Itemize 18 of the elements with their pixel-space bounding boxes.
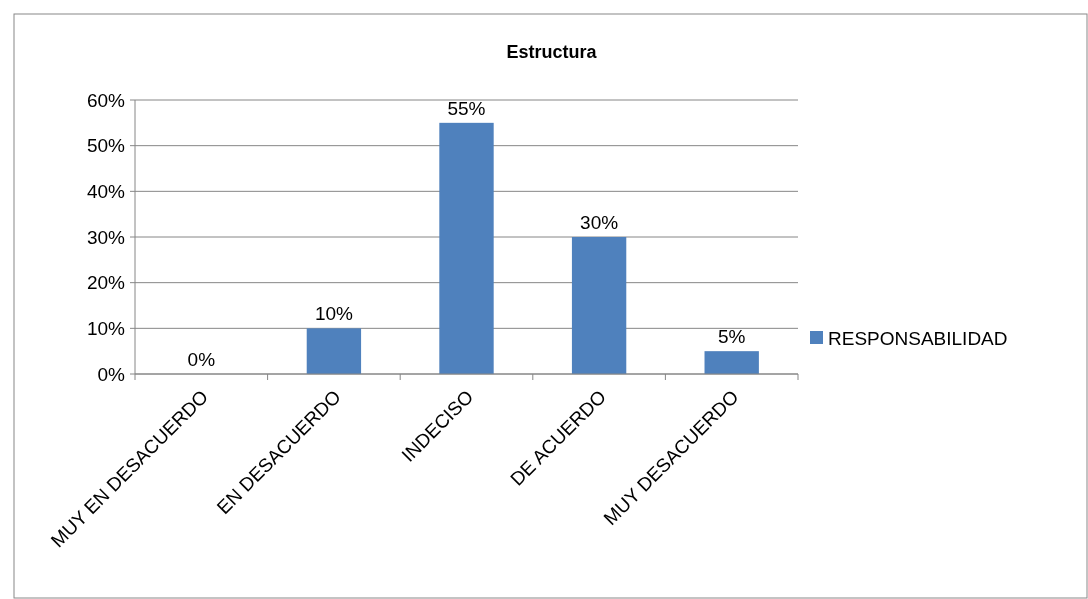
y-tick-label: 0% <box>97 363 126 385</box>
data-label: 5% <box>717 326 746 348</box>
y-tick-label: 30% <box>86 226 126 248</box>
y-tick-label: 50% <box>86 135 126 157</box>
chart-title: Estructura <box>506 42 598 62</box>
y-tick-label: 40% <box>86 180 126 202</box>
bar <box>306 328 362 374</box>
data-label: 10% <box>314 303 354 325</box>
legend-label: RESPONSABILIDAD <box>828 327 1008 349</box>
y-tick-label: 60% <box>86 89 126 111</box>
bar <box>571 237 627 374</box>
data-label: 30% <box>580 212 619 233</box>
bar <box>704 351 759 374</box>
data-label: 0% <box>187 349 216 370</box>
y-tick-label: 20% <box>86 272 126 294</box>
y-tick-label: 10% <box>86 317 126 339</box>
data-label: 55% <box>447 97 486 119</box>
bar <box>439 122 494 374</box>
